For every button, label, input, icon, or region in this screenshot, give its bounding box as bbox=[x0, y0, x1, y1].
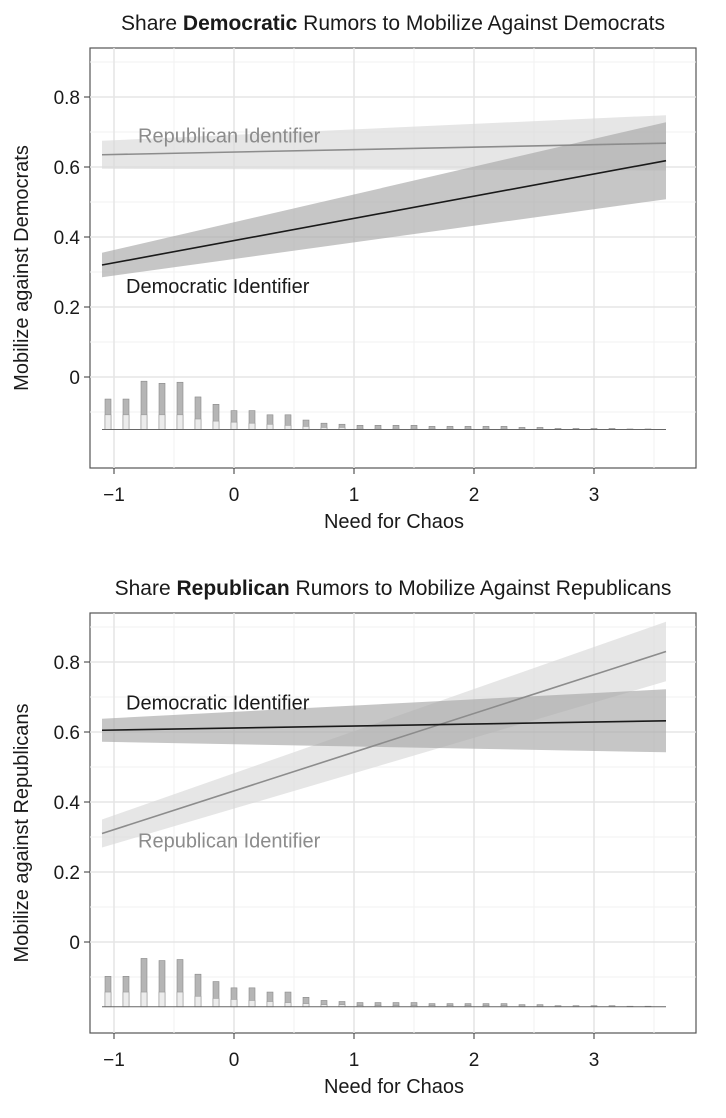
hist-bar-b bbox=[158, 414, 166, 430]
series-label-1: Republican Identifier bbox=[138, 126, 321, 148]
hist-bar-b bbox=[230, 421, 238, 430]
hist-bar-b bbox=[122, 414, 130, 430]
confidence-band-2 bbox=[102, 689, 666, 753]
hist-bar-b bbox=[158, 991, 166, 1008]
y-tick-label: 0.6 bbox=[54, 723, 80, 744]
x-tick-label: −1 bbox=[103, 1050, 125, 1071]
chart-title-bold: Democratic bbox=[183, 12, 298, 35]
x-tick-label: −1 bbox=[103, 485, 125, 506]
hist-bar-b bbox=[194, 418, 202, 430]
chart-title-suffix: Rumors to Mobilize Against Republicans bbox=[290, 577, 672, 600]
series-label-1: Republican Identifier bbox=[138, 831, 321, 853]
chart-title: Share Republican Rumors to Mobilize Agai… bbox=[115, 577, 672, 600]
x-tick-label: 1 bbox=[349, 485, 360, 506]
chart-title-prefix: Share bbox=[115, 577, 177, 600]
hist-bar-b bbox=[248, 1000, 256, 1008]
hist-bar-b bbox=[266, 423, 274, 430]
x-tick-label: 2 bbox=[469, 1050, 480, 1071]
x-axis-label: Need for Chaos bbox=[324, 511, 464, 533]
hist-bar-b bbox=[176, 991, 184, 1008]
hist-bar-b bbox=[140, 414, 148, 430]
x-tick-label: 3 bbox=[589, 1050, 600, 1071]
hist-bar-b bbox=[266, 1001, 274, 1008]
x-tick-label: 0 bbox=[229, 1050, 240, 1071]
x-tick-label: 3 bbox=[589, 485, 600, 506]
chart-panel-1: Share Democratic Rumors to Mobilize Agai… bbox=[11, 12, 697, 533]
hist-bar-b bbox=[122, 991, 130, 1008]
chart-title-bold: Republican bbox=[177, 577, 290, 600]
hist-bar-b bbox=[104, 414, 112, 430]
series-line-2 bbox=[101, 159, 667, 266]
x-axis-label: Need for Chaos bbox=[324, 1076, 464, 1098]
hist-bar-b bbox=[284, 424, 292, 430]
chart-title-prefix: Share bbox=[121, 12, 183, 35]
series-label-2: Democratic Identifier bbox=[126, 692, 310, 714]
y-tick-label: 0.4 bbox=[54, 793, 81, 814]
x-tick-label: 1 bbox=[349, 1050, 360, 1071]
hist-bar-b bbox=[176, 414, 184, 430]
hist-bar-b bbox=[248, 422, 256, 430]
chart-title: Share Democratic Rumors to Mobilize Agai… bbox=[121, 12, 665, 35]
series-line-1 bbox=[101, 650, 667, 835]
hist-bar-b bbox=[104, 991, 112, 1008]
hist-bar-b bbox=[284, 1002, 292, 1008]
y-axis-label: Mobilize against Republicans bbox=[11, 703, 33, 962]
hist-bar-b bbox=[212, 420, 220, 430]
y-tick-label: 0.8 bbox=[54, 88, 80, 109]
chart-panel-2: Share Republican Rumors to Mobilize Agai… bbox=[11, 577, 697, 1098]
hist-bar-b bbox=[212, 998, 220, 1008]
y-axis-label: Mobilize against Democrats bbox=[11, 145, 33, 391]
y-tick-label: 0.6 bbox=[54, 158, 80, 179]
x-tick-label: 2 bbox=[469, 485, 480, 506]
y-tick-label: 0 bbox=[69, 368, 80, 389]
y-tick-label: 0 bbox=[69, 933, 80, 954]
series-line-1 bbox=[101, 142, 667, 156]
chart-title-suffix: Rumors to Mobilize Against Democrats bbox=[297, 12, 665, 35]
y-tick-label: 0.4 bbox=[54, 228, 81, 249]
series-line-2 bbox=[101, 720, 667, 732]
series-label-2: Democratic Identifier bbox=[126, 276, 310, 298]
x-tick-label: 0 bbox=[229, 485, 240, 506]
y-tick-label: 0.8 bbox=[54, 653, 80, 674]
hist-bar-b bbox=[230, 999, 238, 1008]
y-tick-label: 0.2 bbox=[54, 863, 80, 884]
hist-bar-b bbox=[140, 991, 148, 1008]
y-tick-label: 0.2 bbox=[54, 298, 80, 319]
hist-bar-b bbox=[194, 995, 202, 1008]
